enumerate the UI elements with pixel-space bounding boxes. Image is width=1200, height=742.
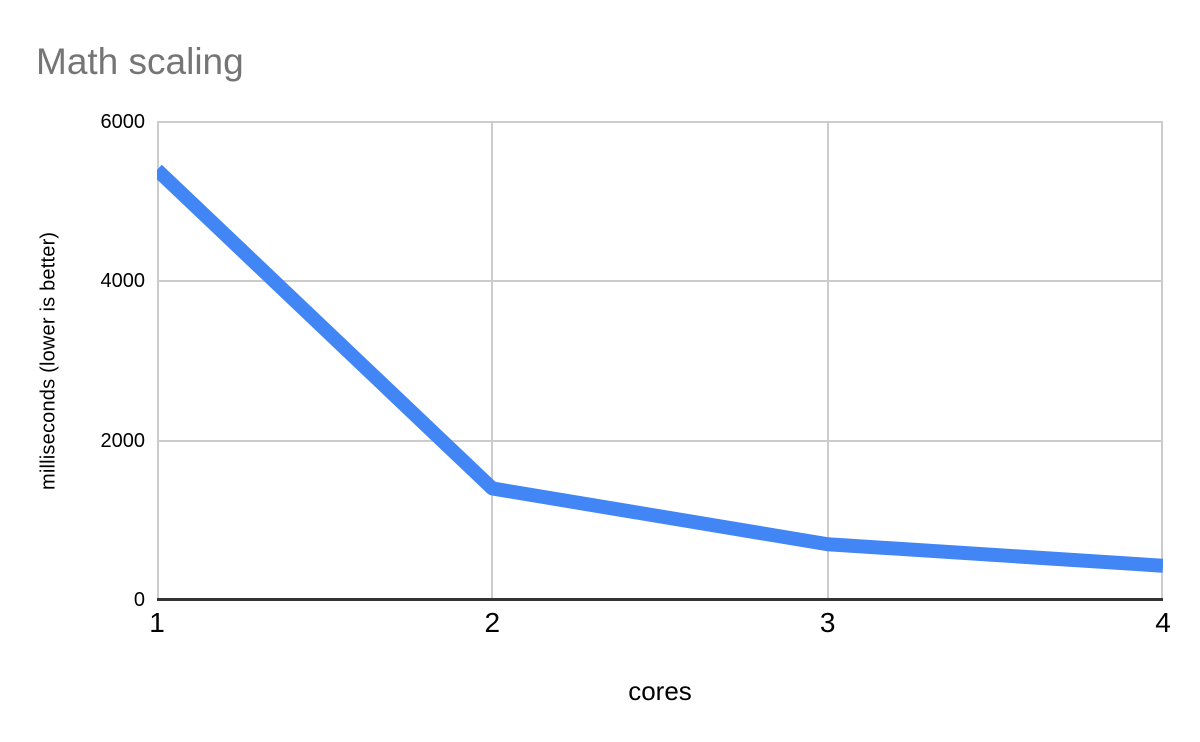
x-tick-label: 3 [819, 607, 836, 638]
plot-area [157, 121, 1163, 601]
x-tick-label: 1 [149, 607, 165, 638]
y-tick-label: 4000 [100, 270, 146, 293]
vertical-gridline [491, 122, 494, 600]
x-tick-label: 4 [1155, 607, 1171, 638]
horizontal-gridline [157, 121, 1163, 123]
vertical-gridline [826, 122, 829, 600]
vertical-gridline [157, 122, 159, 600]
horizontal-gridline [157, 280, 1163, 283]
y-tick-label: 2000 [100, 429, 146, 452]
y-axis-title: milliseconds (lower is better) [37, 231, 60, 491]
x-axis-line [157, 598, 1163, 601]
chart-title: Math scaling [36, 41, 244, 82]
y-tick-label: 6000 [100, 111, 146, 133]
horizontal-gridline [157, 439, 1163, 442]
vertical-gridline [1161, 122, 1163, 600]
y-tick-label: 0 [133, 589, 145, 611]
x-tick-label: 2 [484, 607, 501, 638]
line-series-layer [157, 164, 1163, 573]
data-line [157, 164, 1163, 573]
x-axis-title: cores [628, 676, 692, 706]
